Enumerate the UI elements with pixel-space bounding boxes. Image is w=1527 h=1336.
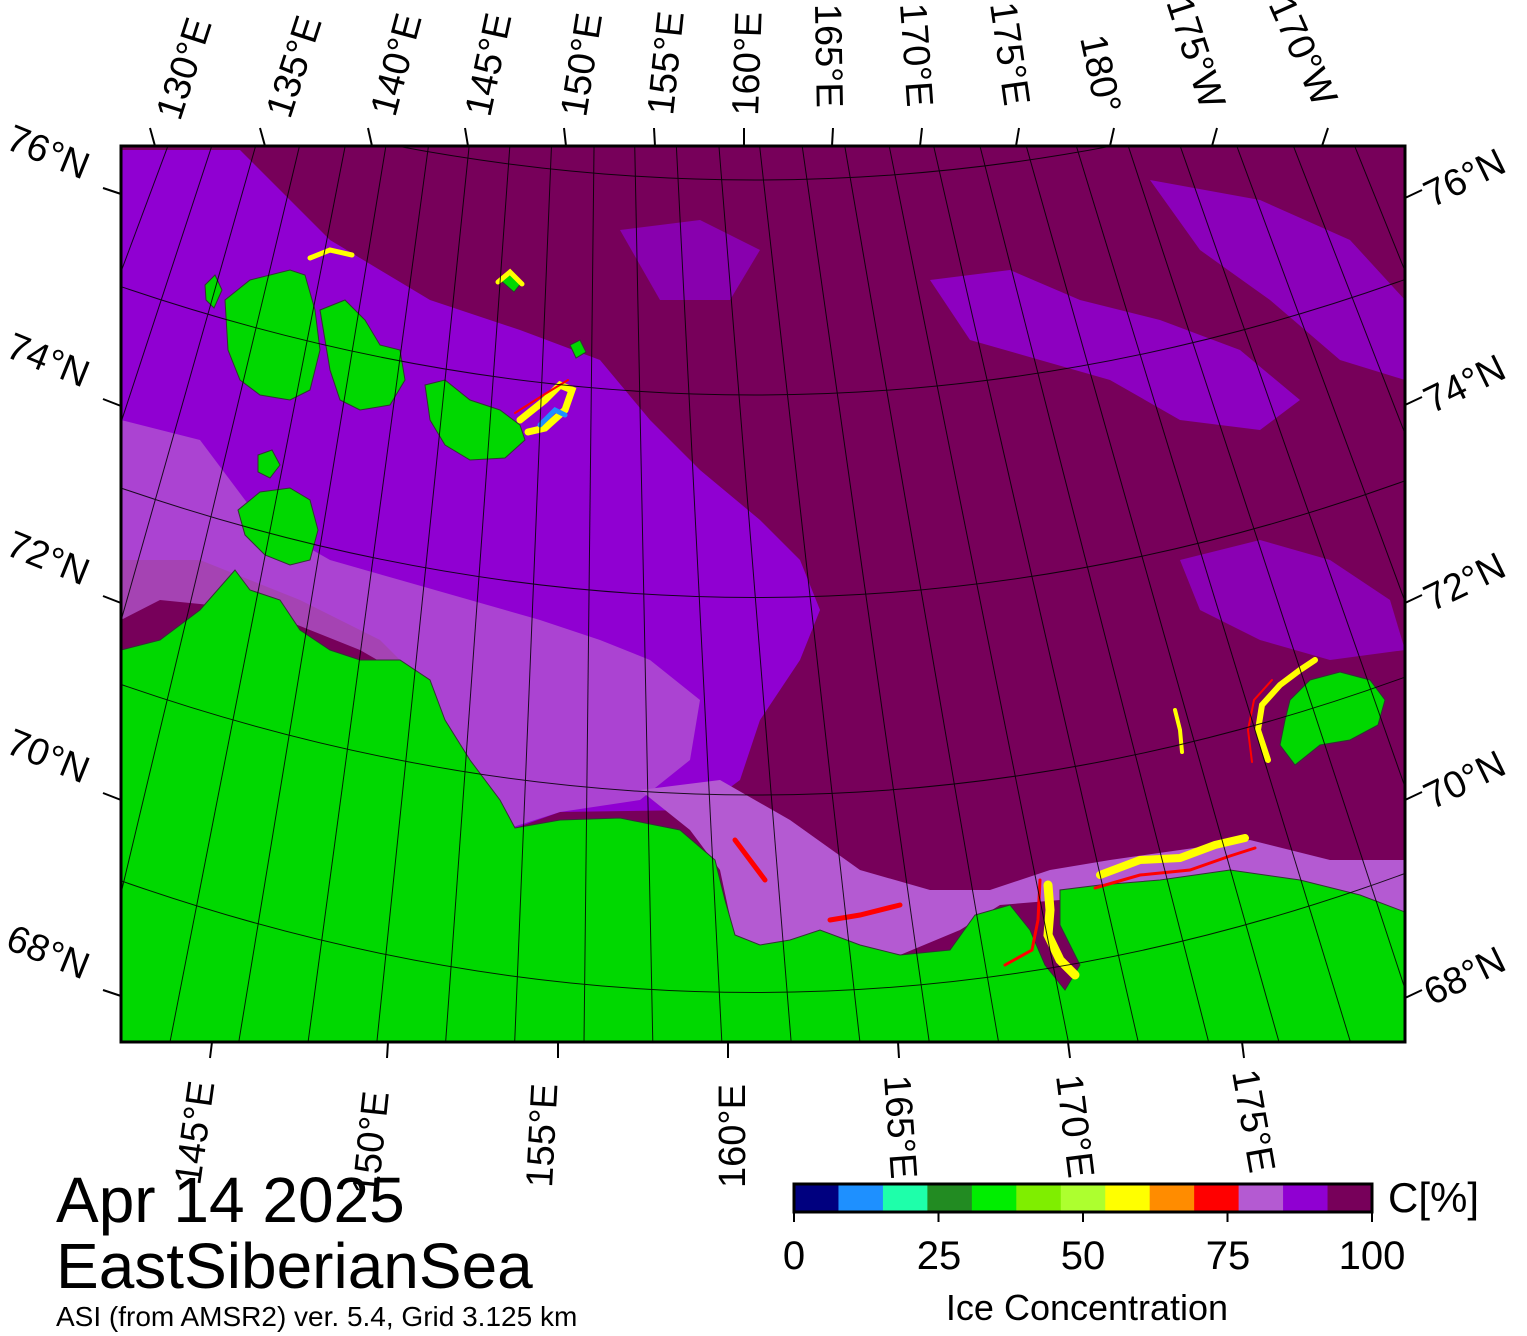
left-lat-label: 76°N: [1, 117, 95, 188]
top-lon-label: 145°E: [458, 9, 521, 119]
top-lon-label: 165°E: [806, 3, 850, 108]
colorbar-swatch: [1327, 1184, 1373, 1212]
top-lon-label: 135°E: [259, 11, 331, 123]
ice-zone-east-patch: [1180, 540, 1405, 660]
polynya-chaun-bay: [1043, 880, 1080, 980]
map-region-title: EastSiberianSea: [56, 1230, 533, 1302]
marginal-ice-bands: [307, 247, 1318, 980]
colorbar-unit: C[%]: [1388, 1174, 1480, 1221]
ice-zone-western-shelf-light: [121, 420, 700, 828]
colorbar-swatch: [927, 1184, 973, 1212]
parallel-76n: [394, 146, 1115, 181]
ice-zone-central-patch: [930, 270, 1300, 430]
bottom-lon-label: 160°E: [712, 1084, 754, 1188]
polynya-new-siberian-core: [537, 406, 568, 428]
top-lon-label: 130°E: [149, 13, 221, 125]
top-lon-label: 180°: [1071, 31, 1128, 117]
polynya-bennett: [495, 268, 525, 287]
land-bolshoy-lyakhovsky: [237, 487, 319, 566]
colorbar-tick-label: 100: [1338, 1234, 1406, 1278]
meridians: [121, 146, 1405, 1042]
land-mainland-siberia: [121, 569, 1405, 1042]
parallel-74n: [121, 278, 1405, 396]
colorbar-tick-label: 75: [1205, 1234, 1251, 1278]
polynya-chaun-bay-red: [1003, 878, 1042, 967]
top-longitude-labels: 130°E 135°E 140°E 145°E 150°E 155°E 160°…: [149, 0, 1345, 125]
right-lat-label: 70°N: [1418, 743, 1513, 818]
bottom-lon-label: 170°E: [1047, 1072, 1101, 1180]
data-source-caption: ASI (from AMSR2) ver. 5.4, Grid 3.125 km: [56, 1301, 578, 1332]
polynya-wrangel-arc: [1254, 657, 1318, 763]
colorbar: [792, 1182, 1374, 1222]
colorbar-tick-label: 25: [916, 1234, 962, 1278]
land-kotelny-island: [224, 269, 321, 401]
left-lat-label: 68°N: [1, 917, 95, 988]
colorbar-swatch: [971, 1184, 1017, 1212]
top-lon-label: 140°E: [363, 9, 430, 120]
right-latitude-labels: 76°N 74°N 72°N 70°N 68°N: [1418, 141, 1513, 1014]
land-small-island-west: [204, 274, 223, 309]
top-lon-label: 175°E: [981, 0, 1037, 108]
ice-zone-northeast-patch: [1150, 180, 1405, 380]
colorbar-swatch: [1016, 1184, 1062, 1212]
ice-zone-north-patch: [620, 220, 760, 300]
land-masses: [121, 269, 1405, 1042]
right-lat-label: 72°N: [1418, 545, 1513, 620]
colorbar-swatch: [794, 1184, 839, 1212]
colorbar-swatch: [1060, 1184, 1106, 1212]
colorbar-swatch: [1283, 1184, 1329, 1212]
colorbar-tick-label: 50: [1060, 1234, 1106, 1278]
left-lat-label: 74°N: [1, 325, 95, 396]
left-lat-label: 72°N: [1, 523, 95, 594]
colorbar-tick-label: 0: [782, 1234, 806, 1278]
land-stolbovoy-island: [257, 449, 281, 479]
colorbar-swatch: [1194, 1184, 1240, 1212]
colorbar-swatch: [838, 1184, 884, 1212]
top-lon-label: 175°W: [1157, 0, 1232, 114]
top-lon-label: 170°E: [891, 2, 940, 109]
right-lat-label: 68°N: [1418, 939, 1513, 1014]
land-small-islet: [569, 339, 587, 359]
bottom-lon-label: 165°E: [875, 1074, 924, 1181]
polynya-kotelny-north: [307, 247, 355, 261]
map-frame: [119, 144, 1407, 1044]
colorbar-swatch: [882, 1184, 928, 1212]
colorbar-swatch: [1105, 1184, 1151, 1212]
parallel-70n: [121, 676, 1405, 796]
land-wrangel-island: [1279, 671, 1386, 766]
polynya-east-siberian-coast: [1096, 834, 1249, 879]
polynya-new-siberian-band: [516, 380, 577, 436]
land-faddeyevsky-island: [319, 299, 406, 411]
top-lon-label: 160°E: [725, 11, 771, 116]
tick-marks: [102, 127, 1423, 1059]
left-lat-label: 70°N: [1, 721, 95, 792]
map-date: Apr 14 2025: [56, 1164, 405, 1236]
polynya-kolyma-patches: [732, 837, 903, 923]
right-lat-label: 76°N: [1418, 141, 1513, 216]
polynya-east-siberian-coast-red: [1093, 846, 1257, 890]
left-latitude-labels: 76°N 74°N 72°N 70°N 68°N: [1, 117, 95, 988]
bottom-lon-label: 155°E: [519, 1082, 566, 1188]
parallel-68n: [121, 872, 1405, 993]
bottom-lon-label: 175°E: [1223, 1066, 1282, 1176]
polynya-wrangel-arc-red: [1246, 679, 1273, 763]
ice-zone-coastal-band: [640, 780, 1405, 955]
colorbar-swatch: [1238, 1184, 1284, 1212]
colorbar-swatch: [1149, 1184, 1195, 1212]
top-lon-label: 150°E: [553, 10, 611, 119]
top-lon-label: 170°W: [1260, 0, 1345, 112]
land-new-siberia-island: [424, 379, 526, 461]
colorbar-title: Ice Concentration: [945, 1287, 1229, 1328]
right-lat-label: 74°N: [1418, 347, 1513, 422]
top-lon-label: 155°E: [640, 9, 693, 117]
